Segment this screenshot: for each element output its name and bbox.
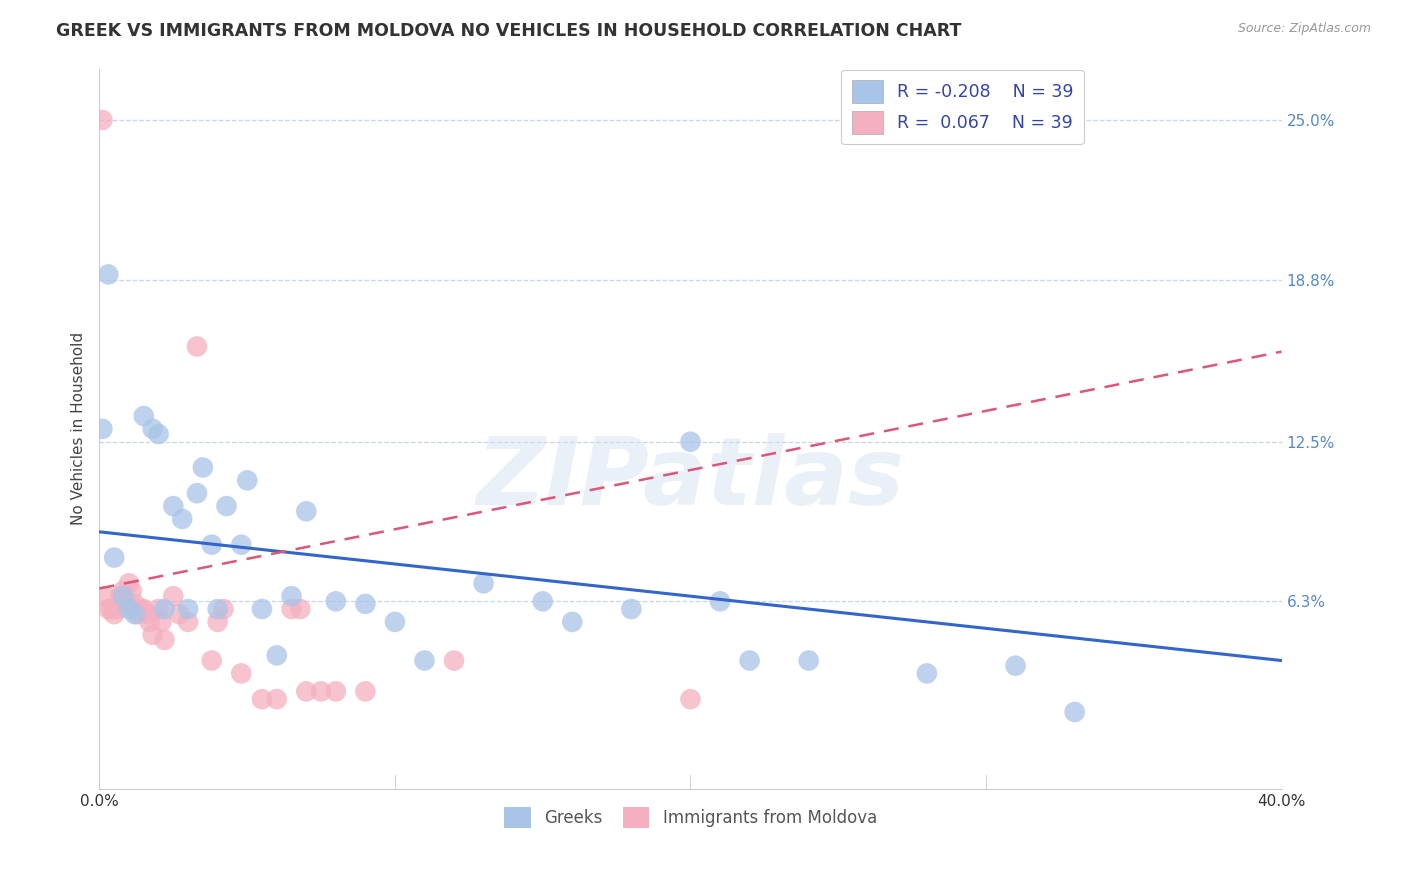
Point bbox=[561, 615, 583, 629]
Y-axis label: No Vehicles in Household: No Vehicles in Household bbox=[72, 333, 86, 525]
Point bbox=[443, 653, 465, 667]
Point bbox=[177, 602, 200, 616]
Point bbox=[309, 684, 332, 698]
Point bbox=[295, 504, 318, 518]
Point bbox=[354, 597, 377, 611]
Point bbox=[132, 409, 155, 423]
Point bbox=[124, 597, 146, 611]
Point bbox=[231, 666, 253, 681]
Point bbox=[162, 589, 184, 603]
Text: Source: ZipAtlas.com: Source: ZipAtlas.com bbox=[1237, 22, 1371, 36]
Point bbox=[290, 602, 312, 616]
Point bbox=[108, 589, 131, 603]
Point bbox=[150, 615, 173, 629]
Point bbox=[679, 434, 702, 449]
Point bbox=[118, 602, 141, 616]
Point bbox=[201, 653, 224, 667]
Point bbox=[127, 607, 149, 622]
Point bbox=[325, 594, 347, 608]
Point bbox=[212, 602, 235, 616]
Point bbox=[186, 339, 208, 353]
Point bbox=[148, 427, 170, 442]
Point bbox=[295, 684, 318, 698]
Point bbox=[679, 692, 702, 706]
Point bbox=[94, 589, 117, 603]
Point bbox=[325, 684, 347, 698]
Point bbox=[1004, 658, 1026, 673]
Point bbox=[215, 499, 238, 513]
Point bbox=[132, 602, 155, 616]
Point bbox=[105, 602, 128, 616]
Text: GREEK VS IMMIGRANTS FROM MOLDOVA NO VEHICLES IN HOUSEHOLD CORRELATION CHART: GREEK VS IMMIGRANTS FROM MOLDOVA NO VEHI… bbox=[56, 22, 962, 40]
Point bbox=[142, 628, 165, 642]
Point bbox=[201, 538, 224, 552]
Point bbox=[91, 422, 114, 436]
Point bbox=[1063, 705, 1085, 719]
Point bbox=[97, 268, 120, 282]
Point bbox=[153, 602, 176, 616]
Point bbox=[207, 615, 229, 629]
Point bbox=[384, 615, 406, 629]
Point bbox=[124, 607, 146, 622]
Point bbox=[280, 602, 302, 616]
Point bbox=[266, 692, 288, 706]
Point bbox=[177, 615, 200, 629]
Point bbox=[103, 607, 125, 622]
Point bbox=[472, 576, 495, 591]
Point bbox=[129, 602, 152, 616]
Point bbox=[280, 589, 302, 603]
Point bbox=[250, 692, 273, 706]
Point bbox=[142, 422, 165, 436]
Point bbox=[236, 474, 259, 488]
Point bbox=[112, 589, 135, 603]
Point bbox=[172, 512, 194, 526]
Point bbox=[135, 607, 157, 622]
Point bbox=[97, 602, 120, 616]
Point bbox=[354, 684, 377, 698]
Point bbox=[153, 632, 176, 647]
Point bbox=[100, 602, 122, 616]
Point bbox=[413, 653, 436, 667]
Point bbox=[148, 602, 170, 616]
Point bbox=[118, 576, 141, 591]
Point bbox=[121, 584, 143, 599]
Point bbox=[162, 499, 184, 513]
Point bbox=[915, 666, 938, 681]
Point bbox=[531, 594, 554, 608]
Point bbox=[186, 486, 208, 500]
Point bbox=[91, 113, 114, 128]
Text: ZIPatlas: ZIPatlas bbox=[477, 434, 904, 525]
Point bbox=[231, 538, 253, 552]
Point bbox=[191, 460, 214, 475]
Point bbox=[167, 607, 190, 622]
Point bbox=[115, 597, 138, 611]
Point bbox=[797, 653, 820, 667]
Point bbox=[250, 602, 273, 616]
Point bbox=[709, 594, 731, 608]
Point bbox=[266, 648, 288, 663]
Point bbox=[738, 653, 761, 667]
Legend: Greeks, Immigrants from Moldova: Greeks, Immigrants from Moldova bbox=[498, 800, 883, 835]
Point bbox=[207, 602, 229, 616]
Point bbox=[620, 602, 643, 616]
Point bbox=[112, 584, 135, 599]
Point bbox=[138, 615, 160, 629]
Point bbox=[103, 550, 125, 565]
